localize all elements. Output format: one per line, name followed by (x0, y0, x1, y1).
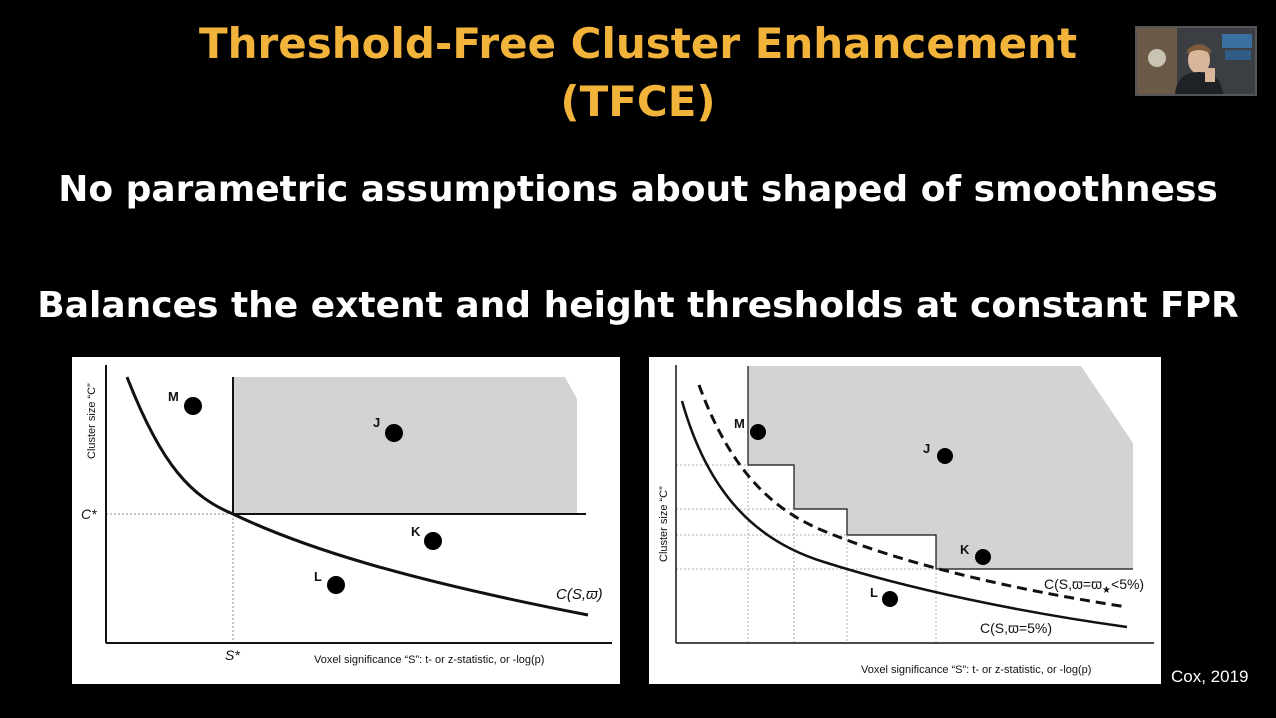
y-axis-label: Cluster size “C” (86, 383, 98, 459)
label-j: J (373, 415, 380, 430)
left-tfce-figure: M J K L C* S* C(S,ϖ) Voxel significance … (72, 357, 620, 684)
presenter-webcam (1135, 26, 1257, 96)
right-tfce-figure: M J K L C(S,ϖ=ϖ★<5%) C(S,ϖ=5%) Voxel sig… (649, 357, 1161, 684)
y-axis-label: Cluster size “C” (658, 486, 670, 562)
point-k (424, 532, 442, 550)
label-l: L (870, 585, 878, 600)
bullet-point-2: Balances the extent and height threshold… (37, 285, 1239, 326)
dashed-curve-label: C(S,ϖ=ϖ★<5%) (1044, 576, 1144, 596)
curve-label: C(S,ϖ) (556, 586, 603, 603)
presenter-video-icon (1137, 28, 1255, 94)
label-m: M (734, 416, 745, 431)
point-m (750, 424, 766, 440)
point-j (385, 424, 403, 442)
slide-title-line2: (TFCE) (560, 77, 716, 126)
label-k: K (411, 524, 421, 539)
bullet-point-1: No parametric assumptions about shaped o… (58, 169, 1218, 210)
x-axis-label: Voxel significance “S”: t- or z-statisti… (314, 654, 544, 666)
label-m: M (168, 389, 179, 404)
point-l (882, 591, 898, 607)
point-j (937, 448, 953, 464)
point-m (184, 397, 202, 415)
slide-title-line1: Threshold-Free Cluster Enhancement (198, 19, 1078, 68)
c-star-label: C* (81, 506, 97, 522)
suprathreshold-region (233, 377, 577, 514)
suprathreshold-region (748, 366, 1133, 569)
citation: Cox, 2019 (1171, 667, 1249, 686)
dashed-threshold-curve (697, 384, 1128, 609)
label-j: J (923, 441, 930, 456)
s-star-label: S* (225, 647, 240, 663)
label-k: K (960, 542, 970, 557)
point-l (327, 576, 345, 594)
x-axis-label: Voxel significance “S”: t- or z-statisti… (861, 664, 1091, 676)
threshold-curve (125, 376, 589, 617)
solid-threshold-curve (680, 400, 1128, 629)
solid-curve-label: C(S,ϖ=5%) (980, 620, 1052, 636)
dotted-grid (676, 464, 937, 643)
point-k (975, 549, 991, 565)
label-l: L (314, 569, 322, 584)
staircase-border (747, 366, 1133, 570)
